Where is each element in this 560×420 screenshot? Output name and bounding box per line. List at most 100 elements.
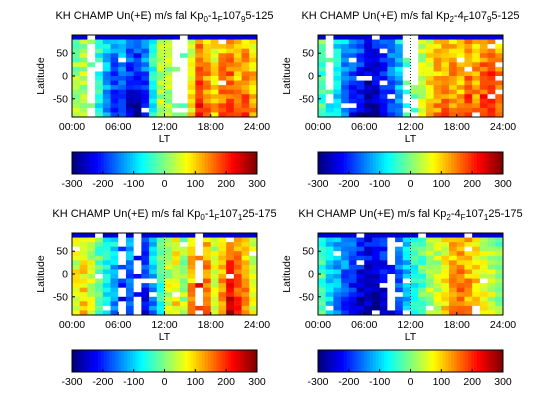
heatmap-cell [433, 71, 442, 77]
heatmap-cell [87, 255, 96, 261]
colorbar-swatch [233, 152, 238, 174]
heatmap-cell [364, 274, 373, 279]
heatmap-cell [79, 35, 88, 40]
heatmap-cell [371, 94, 381, 100]
heatmap-cell [218, 246, 227, 252]
heatmap-cell [449, 269, 458, 275]
heatmap-cell [495, 233, 504, 238]
heatmap-cell [179, 98, 189, 104]
heatmap-cell [364, 112, 373, 118]
heatmap-cell [449, 44, 458, 50]
heatmap-cell [479, 48, 488, 54]
heatmap-cell [195, 107, 204, 113]
heatmap-cell [195, 112, 204, 118]
colorbar-swatch [468, 350, 472, 372]
heatmap-cell [472, 283, 481, 289]
colorbar-tick-label: 0 [408, 178, 414, 190]
heatmap-cell [95, 283, 104, 289]
heatmap-cell [156, 292, 165, 298]
heatmap-cell [318, 35, 327, 40]
heatmap-cell [95, 48, 104, 54]
heatmap-cell [118, 246, 127, 252]
heatmap-cell [210, 264, 219, 270]
heatmap-cell [172, 251, 181, 257]
heatmap-cell [149, 44, 158, 50]
heatmap-cell [79, 233, 88, 238]
heatmap-cell [371, 44, 381, 50]
heatmap-cell [133, 310, 142, 316]
colorbar-swatch [364, 350, 368, 372]
heatmap-cell [456, 296, 465, 302]
colorbar-swatch [72, 350, 76, 372]
heatmap-cell [341, 246, 350, 252]
colorbar-swatch [184, 350, 189, 372]
heatmap-cell [233, 53, 242, 59]
colorbar-swatch [83, 350, 87, 372]
heatmap-cell [387, 269, 396, 275]
heatmap-cell [425, 283, 435, 289]
heatmap-cell [449, 274, 458, 279]
colorbar-swatch [361, 152, 365, 174]
heatmap-cell [441, 305, 450, 311]
heatmap-cell [102, 269, 111, 275]
heatmap-cell [179, 292, 189, 298]
heatmap-cell [110, 94, 119, 100]
heatmap-cell [79, 80, 88, 86]
heatmap-cell [118, 39, 127, 45]
heatmap-cell [487, 53, 496, 59]
heatmap-cell [402, 242, 411, 248]
heatmap-cell [110, 71, 119, 77]
heatmap-cell [102, 246, 111, 252]
heatmap-cell [233, 255, 242, 261]
heatmap-cell [456, 94, 465, 100]
heatmap-cell [179, 57, 189, 63]
colorbar-swatch [138, 350, 142, 372]
heatmap-cell [172, 107, 181, 113]
heatmap-cell [218, 107, 227, 113]
heatmap-cell [456, 85, 465, 91]
colorbar-swatch [207, 350, 212, 372]
colorbar-swatch [410, 350, 414, 372]
heatmap-cell [364, 57, 373, 63]
heatmap-cell [333, 53, 342, 59]
heatmap-cell [410, 292, 419, 298]
colorbar-swatch [176, 152, 180, 174]
heatmap-cell [464, 39, 473, 45]
heatmap-cell [464, 296, 473, 302]
heatmap-cell [479, 255, 488, 261]
heatmap-cell [226, 233, 235, 238]
heatmap-cell [164, 48, 173, 54]
heatmap-cell [125, 80, 135, 86]
heatmap-cell [425, 264, 435, 270]
heatmap-cell [164, 62, 173, 68]
colorbar-swatch [176, 350, 180, 372]
heatmap-cell [218, 53, 227, 59]
heatmap-cell [110, 296, 119, 302]
heatmap-cell [210, 287, 219, 293]
heatmap-cell [472, 292, 481, 298]
heatmap-cell [325, 246, 334, 252]
heatmap-cell [410, 76, 419, 81]
heatmap-cell [133, 292, 142, 298]
heatmap-cell [187, 44, 196, 50]
heatmap-cell [348, 112, 357, 118]
heatmap-cell [203, 310, 212, 316]
colorbar-swatch [323, 152, 328, 174]
colorbar-swatch [320, 350, 325, 372]
heatmap-cell [356, 107, 365, 113]
heatmap-cell [172, 53, 181, 59]
heatmap-cell [433, 112, 442, 118]
heatmap-cell [395, 80, 404, 86]
heatmap-cell [87, 71, 96, 77]
title-f107: 107 [220, 208, 238, 220]
heatmap-cell [218, 57, 227, 63]
heatmap-cell [95, 246, 104, 252]
heatmap-cell [441, 107, 450, 113]
title-main: KH CHAMP Un(+E) m/s fal Kp [55, 10, 203, 22]
heatmap-cell [241, 274, 250, 279]
heatmap-cell [402, 274, 411, 279]
heatmap-cell [333, 242, 342, 248]
heatmap-cell [241, 107, 250, 113]
heatmap-cell [441, 269, 450, 275]
heatmap-cell [95, 89, 104, 95]
